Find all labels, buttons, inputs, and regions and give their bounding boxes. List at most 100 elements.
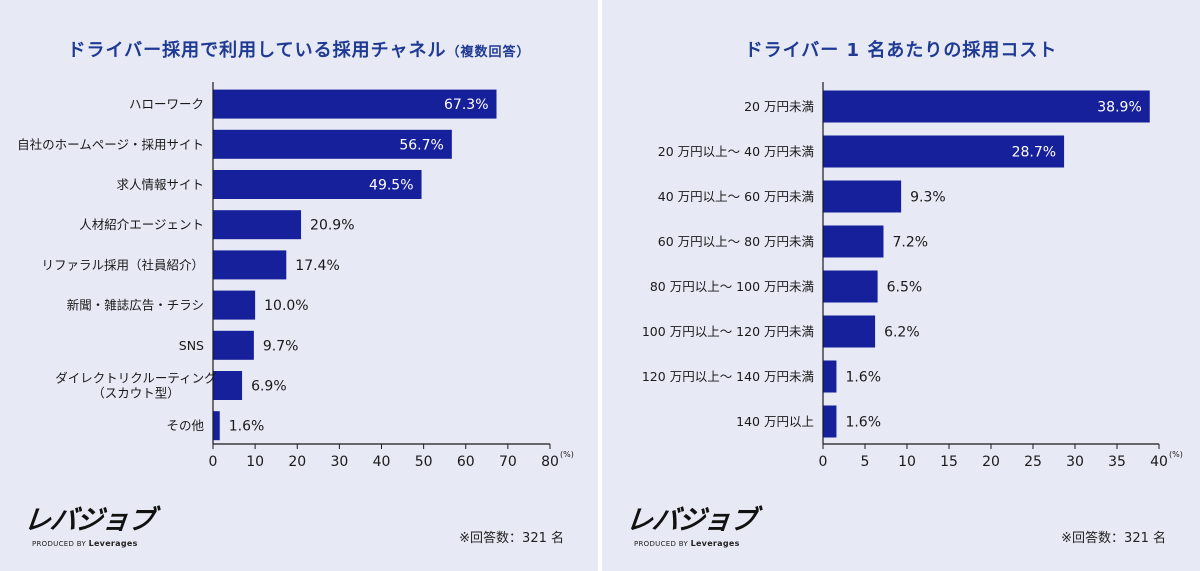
bar [213, 371, 243, 400]
x-tick-label: 5 [861, 454, 870, 470]
bar [213, 330, 254, 360]
category-label: 求人情報サイト [116, 177, 204, 192]
x-tick-label: 20 [288, 454, 306, 470]
logo-sub-prefix: PRODUCED BY [634, 540, 691, 548]
chart-title-main: ドライバー採用で利用している採用チャネル [67, 40, 447, 61]
bar [823, 405, 837, 438]
chart-title-main: ドライバー 1 名あたりの採用コスト [744, 40, 1058, 61]
category-label: 140 万円以上 [736, 414, 814, 429]
bar-group: その他 1.6% [166, 411, 265, 441]
value-label: 56.7% [399, 137, 443, 153]
bar-group: 自社のホームページ・採用サイト 56.7% [17, 129, 452, 159]
x-tick-label: 10 [246, 454, 264, 470]
chart-title-sub: （複数回答） [446, 45, 531, 60]
value-label: 9.7% [263, 338, 299, 354]
value-label: 1.6% [229, 419, 265, 435]
x-tick-label: 50 [415, 454, 433, 470]
bar [823, 270, 878, 303]
x-tick-label: 35 [1108, 454, 1126, 470]
category-label: 40 万円以上～ 60 万円未満 [658, 189, 814, 204]
chart-title: ドライバー 1 名あたりの採用コスト [602, 36, 1200, 62]
bar-group: 求人情報サイト 49.5% [116, 170, 422, 199]
bar [213, 170, 422, 199]
bar-chart-cost: 20 万円未満 38.9% 20 万円以上～ 40 万円未満 28.7% 40 万円以上… [642, 82, 1183, 470]
category-label: その他 [166, 418, 204, 433]
category-label: リファラル採用（社員紹介） [41, 257, 204, 272]
value-label: 6.5% [887, 280, 923, 296]
value-label: 6.2% [884, 325, 920, 341]
logo-subtitle: PRODUCED BY Leverages [32, 539, 184, 548]
bar [823, 225, 884, 258]
bar-group: リファラル採用（社員紹介） 17.4% [41, 250, 340, 280]
x-tick-label: 10 [898, 454, 916, 470]
bar-group: 40 万円以上～ 60 万円未満 9.3% [658, 180, 946, 213]
bar [213, 210, 302, 240]
logo-sub-brand: Leverages [690, 539, 740, 548]
category-label: （スカウト型） [92, 386, 180, 401]
bar-group: 20 万円未満 38.9% [744, 90, 1150, 123]
bar [213, 411, 220, 441]
x-tick-label: 30 [1066, 454, 1084, 470]
chart-panel-cost: ドライバー 1 名あたりの採用コスト 20 万円未満 38.9% 20 万円以上～ … [602, 0, 1200, 571]
bar-group: 20 万円以上～ 40 万円未満 28.7% [658, 135, 1065, 168]
value-label: 49.5% [369, 178, 413, 194]
logo-subtitle: PRODUCED BY Leverages [634, 539, 786, 548]
bar-group: ダイレクトリクルーティング（スカウト型） 6.9% [55, 371, 286, 401]
category-label: ダイレクトリクルーティング [55, 371, 216, 386]
value-label: 1.6% [845, 415, 881, 431]
bar [823, 315, 876, 348]
category-label: 20 万円以上～ 40 万円未満 [658, 144, 814, 159]
bar [823, 180, 902, 213]
category-label: 人材紹介エージェント [79, 217, 204, 232]
value-label: 28.7% [1012, 145, 1056, 161]
x-tick-label: 0 [819, 454, 828, 470]
x-axis-unit: (%) [560, 450, 574, 459]
x-tick-label: 15 [940, 454, 958, 470]
category-label: 20 万円未満 [744, 99, 814, 114]
value-label: 9.3% [910, 190, 946, 206]
value-label: 1.6% [845, 370, 881, 386]
category-label: SNS [179, 338, 204, 353]
bar-group: ハローワーク 67.3% [129, 89, 497, 119]
category-label: 120 万円以上～ 140 万円未満 [642, 369, 814, 384]
x-tick-label: 40 [373, 454, 391, 470]
value-label: 17.4% [295, 258, 339, 274]
logo-sub-brand: Leverages [88, 539, 138, 548]
bar-group: 60 万円以上～ 80 万円未満 7.2% [658, 225, 928, 258]
category-label: 60 万円以上～ 80 万円未満 [658, 234, 814, 249]
chart-title: ドライバー採用で利用している採用チャネル（複数回答） [0, 36, 598, 62]
bar-group: 新聞・雑誌広告・チラシ 10.0% [67, 290, 309, 320]
x-tick-label: 25 [1024, 454, 1042, 470]
bar-group: 人材紹介エージェント 20.9% [79, 210, 355, 240]
logo-wordmark: レバジョブ [22, 505, 156, 536]
category-label: 新聞・雑誌広告・チラシ [67, 298, 204, 313]
respondents-note: ※回答数：321 名 [459, 531, 564, 546]
value-label: 6.9% [251, 379, 287, 395]
bar [823, 135, 1065, 168]
x-tick-label: 80 [541, 454, 559, 470]
x-axis-unit: (%) [1169, 450, 1183, 459]
bar-chart-channels: ハローワーク 67.3% 自社のホームページ・採用サイト 56.7% 求人情報サイト 49… [17, 82, 574, 470]
bar-group: SNS 9.7% [179, 330, 299, 360]
x-tick-label: 30 [330, 454, 348, 470]
x-tick-label: 0 [209, 454, 218, 470]
logo-wordmark: レバジョブ [624, 505, 758, 536]
bar [213, 129, 452, 159]
x-tick-label: 60 [457, 454, 475, 470]
value-label: 67.3% [444, 97, 488, 113]
bar [213, 89, 497, 119]
bar [823, 360, 837, 393]
value-label: 10.0% [264, 298, 308, 314]
chart-panel-channels: ドライバー採用で利用している採用チャネル（複数回答） ハローワーク 67.3% 自社… [0, 0, 598, 571]
category-label: ハローワーク [129, 97, 204, 112]
leverages-logo: レバジョブ PRODUCED BY Leverages [624, 505, 786, 554]
x-tick-label: 20 [982, 454, 1000, 470]
leverages-logo: レバジョブ PRODUCED BY Leverages [22, 505, 184, 554]
bar [823, 90, 1150, 123]
category-label: 100 万円以上～ 120 万円未満 [642, 324, 814, 339]
category-label: 80 万円以上～ 100 万円未満 [650, 279, 814, 294]
value-label: 38.9% [1097, 100, 1141, 116]
respondents-note: ※回答数：321 名 [1061, 531, 1166, 546]
bar-group: 100 万円以上～ 120 万円未満 6.2% [642, 315, 920, 348]
logo-sub-prefix: PRODUCED BY [32, 540, 89, 548]
